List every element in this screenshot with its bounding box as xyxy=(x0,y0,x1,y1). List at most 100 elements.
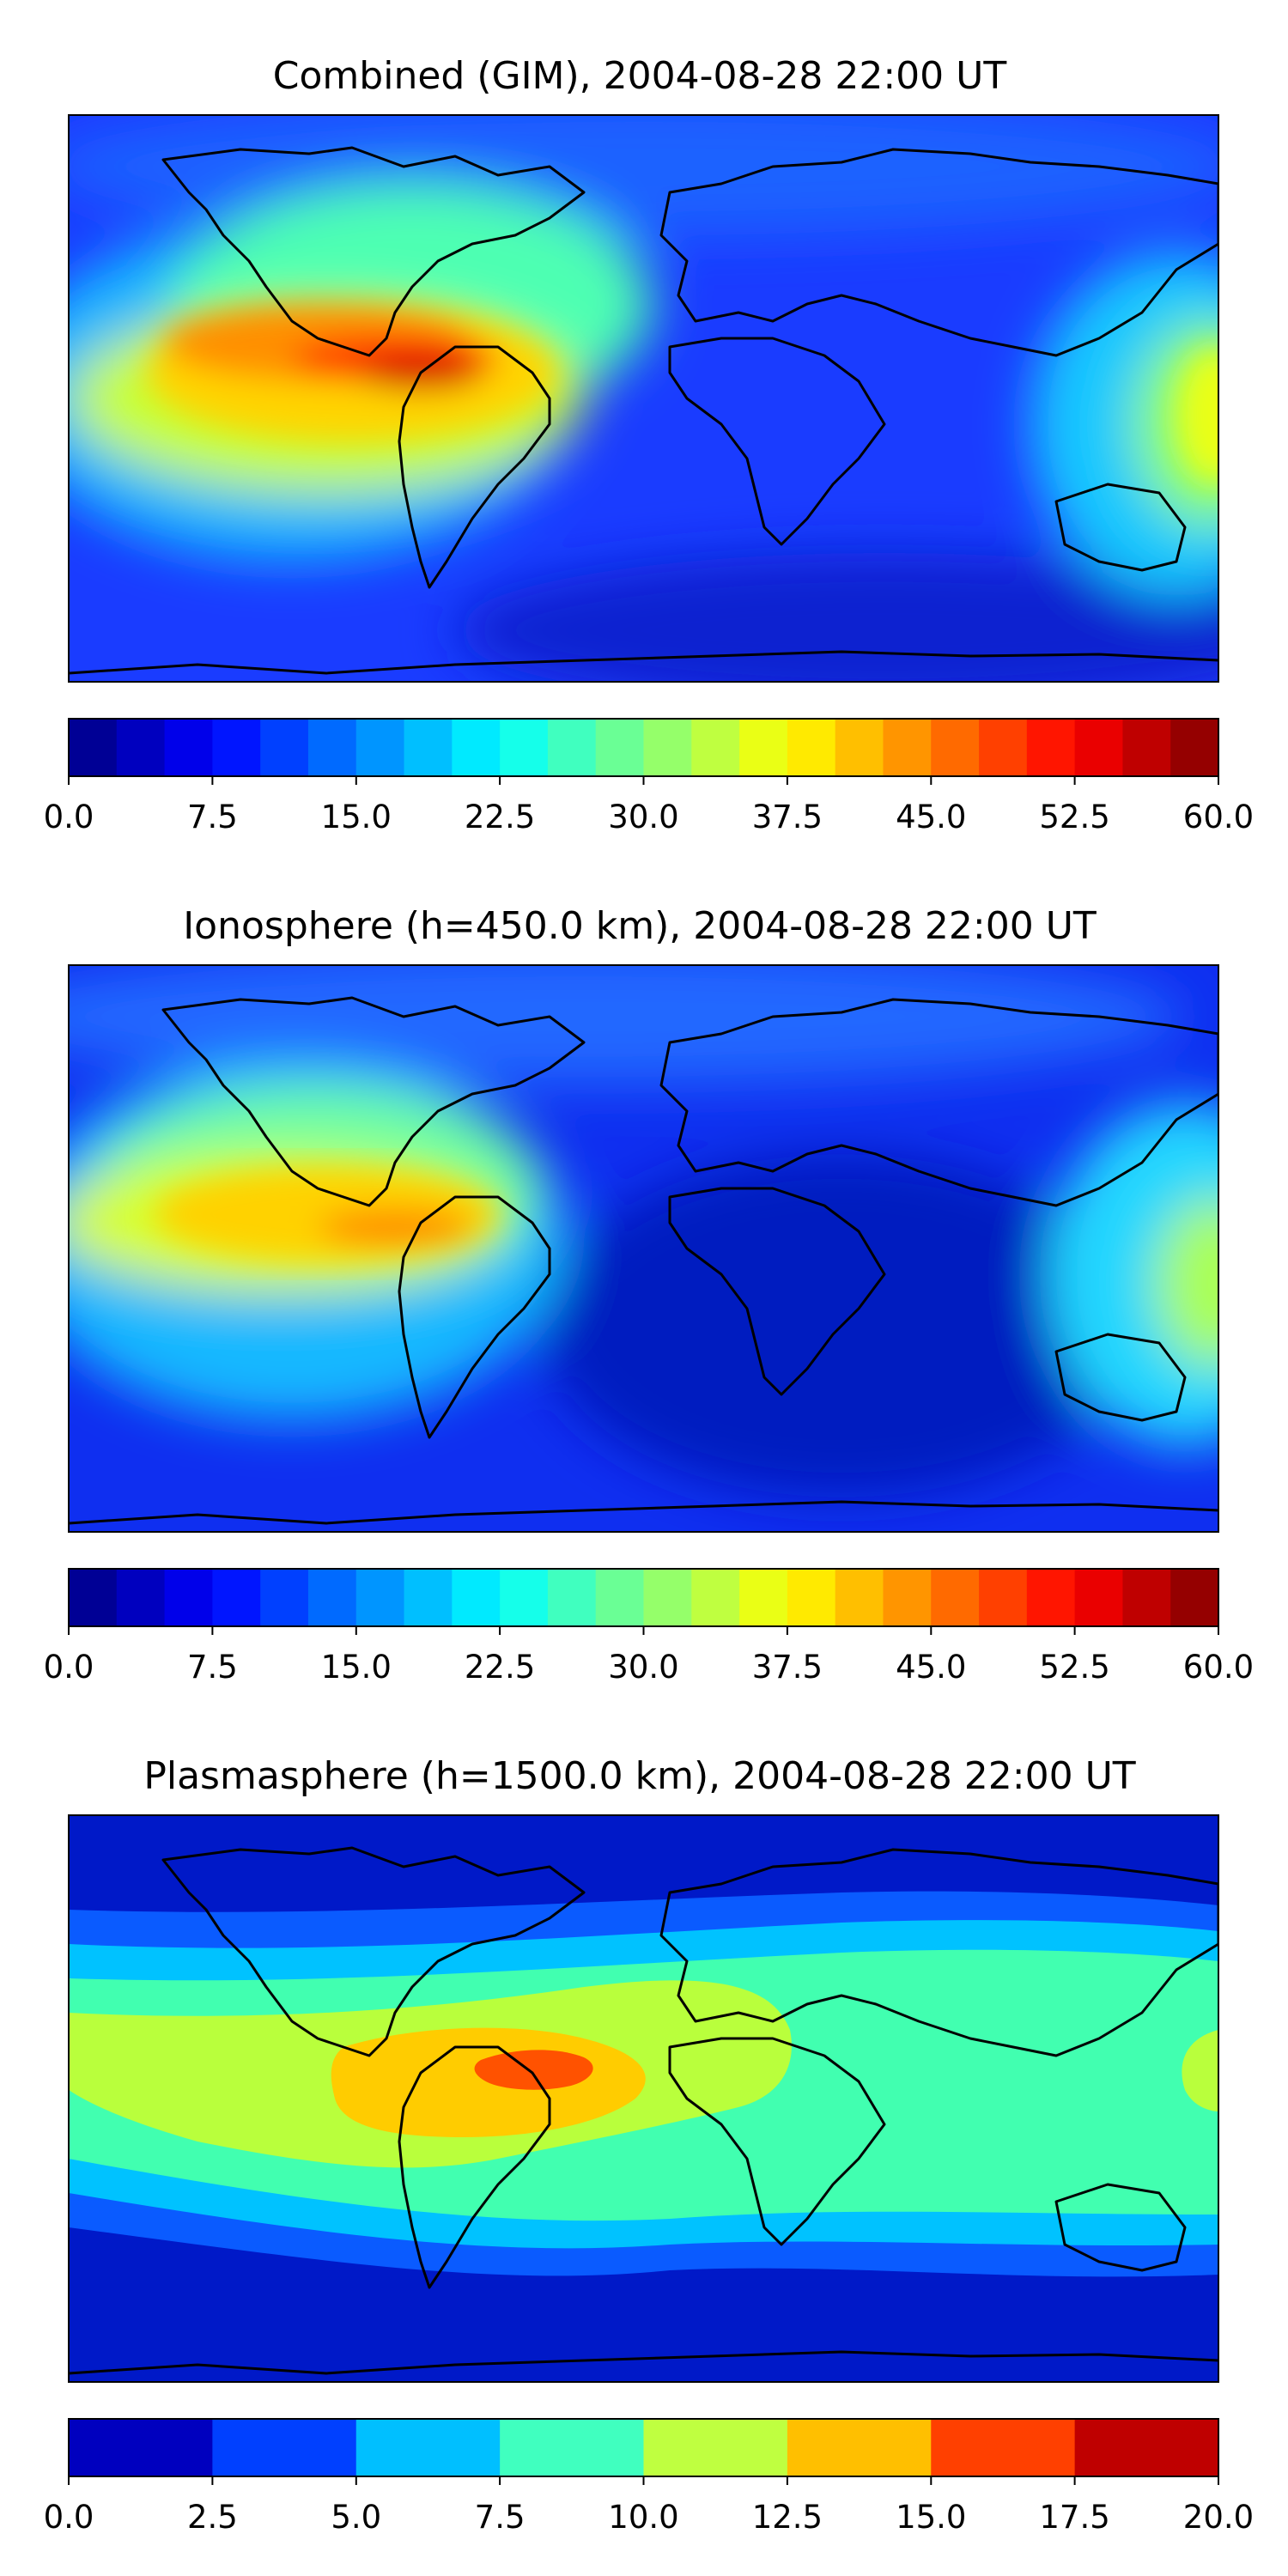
colorbar-segment xyxy=(979,719,1028,776)
colorbar-segment xyxy=(452,1569,501,1626)
tick-label: 37.5 xyxy=(752,799,823,835)
colorbar-segment xyxy=(69,719,118,776)
colorbar-segment xyxy=(1170,1569,1219,1626)
panel-plasmasphere: Plasmasphere (h=1500.0 km), 2004-08-28 2… xyxy=(44,1754,1255,2536)
colorbar-ticks xyxy=(68,2476,1219,2485)
colorbar-tick-labels: 0.0 7.5 15.0 22.5 30.0 37.5 45.0 52.5 60… xyxy=(44,1649,1255,1686)
tick-label: 15.0 xyxy=(321,1649,392,1686)
coastlines xyxy=(69,146,1218,675)
colorbar-ticks xyxy=(68,776,1219,785)
colorbar-segment xyxy=(69,1569,118,1626)
tick-label: 12.5 xyxy=(752,2499,823,2536)
tick-label: 22.5 xyxy=(465,799,535,835)
colorbar-segment xyxy=(452,719,501,776)
colorbar-segment xyxy=(404,719,453,776)
colorbar-segment xyxy=(691,719,740,776)
colorbar-segment xyxy=(739,719,788,776)
tick-label: 7.5 xyxy=(187,1649,238,1686)
colorbar-segment xyxy=(1170,719,1219,776)
colorbar: 0.0 7.5 15.0 22.5 30.0 37.5 45.0 52.5 60… xyxy=(44,718,1255,835)
band-edge-east xyxy=(1182,2030,1218,2111)
tick-label: 52.5 xyxy=(1039,1649,1109,1686)
colorbar-segment xyxy=(883,1569,932,1626)
colorbar-tick-labels: 0.0 7.5 15.0 22.5 30.0 37.5 45.0 52.5 60… xyxy=(44,799,1255,835)
colorbar-segment xyxy=(260,719,309,776)
colorbar-segment xyxy=(1026,1569,1076,1626)
colorbar-segment xyxy=(835,1569,884,1626)
tick-label: 30.0 xyxy=(608,799,678,835)
map-frame xyxy=(68,114,1219,683)
colorbar-segment xyxy=(500,719,549,776)
colorbar-segment xyxy=(931,2419,1076,2476)
colorbar-ticks xyxy=(68,1626,1219,1635)
colorbar-segment xyxy=(69,2419,213,2476)
tick-label: 22.5 xyxy=(465,1649,535,1686)
panel-combined: Combined (GIM), 2004-08-28 22:00 UT xyxy=(44,54,1255,835)
tick-label: 20.0 xyxy=(1183,2499,1254,2536)
colorbar-segment xyxy=(212,2419,357,2476)
colorbar-segment xyxy=(212,719,261,776)
colorbar-segment xyxy=(547,719,597,776)
tick-label: 60.0 xyxy=(1183,1649,1254,1686)
colorbar-segment xyxy=(643,719,692,776)
colorbar-segment xyxy=(595,719,645,776)
panel-title: Ionosphere (h=450.0 km), 2004-08-28 22:0… xyxy=(183,904,1097,948)
map-frame xyxy=(68,964,1219,1533)
map-plot xyxy=(68,114,1219,683)
tick-label: 15.0 xyxy=(896,2499,966,2536)
colorbar-segment xyxy=(1074,1569,1124,1626)
tick-label: 7.5 xyxy=(475,2499,526,2536)
colorbar-segment xyxy=(500,2419,645,2476)
colorbar-segment xyxy=(307,719,357,776)
colorbar-segment xyxy=(691,1569,740,1626)
colorbar-segment xyxy=(787,1569,836,1626)
colorbar-segment xyxy=(1026,719,1076,776)
coastlines xyxy=(69,1846,1218,2375)
tick-label: 30.0 xyxy=(608,1649,678,1686)
tick-label: 60.0 xyxy=(1183,799,1254,835)
colorbar-segment xyxy=(835,719,884,776)
tick-label: 0.0 xyxy=(44,2499,94,2536)
colorbar: 0.0 2.5 5.0 7.5 10.0 12.5 15.0 17.5 20.0 xyxy=(44,2418,1254,2536)
colorbar-segment xyxy=(164,719,213,776)
colorbar-segment xyxy=(739,1569,788,1626)
colorbar-segment xyxy=(931,1569,980,1626)
colorbar-segment xyxy=(643,1569,692,1626)
tick-label: 5.0 xyxy=(331,2499,381,2536)
colorbar-segment xyxy=(164,1569,213,1626)
colorbar-segment xyxy=(595,1569,645,1626)
band-15-17-5 xyxy=(474,2050,593,2090)
colorbar-segment xyxy=(116,719,166,776)
tick-label: 0.0 xyxy=(44,799,94,835)
tick-label: 45.0 xyxy=(896,799,966,835)
tick-label: 52.5 xyxy=(1039,799,1109,835)
tick-label: 2.5 xyxy=(187,2499,238,2536)
tick-label: 10.0 xyxy=(608,2499,678,2536)
colorbar-segment xyxy=(931,719,980,776)
colorbar-segment xyxy=(355,719,405,776)
colorbar-segment xyxy=(1074,2419,1219,2476)
colorbar-segment xyxy=(260,1569,309,1626)
map-plot xyxy=(68,1814,1219,2383)
colorbar-segments xyxy=(69,719,1219,776)
colorbar-segment xyxy=(547,1569,597,1626)
colorbar-segment xyxy=(643,2419,788,2476)
colorbar-segment xyxy=(979,1569,1028,1626)
colorbar-segment xyxy=(787,719,836,776)
plasma-bands xyxy=(69,1891,1218,2277)
tick-label: 0.0 xyxy=(44,1649,94,1686)
colorbar-segment xyxy=(404,1569,453,1626)
tick-label: 7.5 xyxy=(187,799,238,835)
colorbar: 0.0 7.5 15.0 22.5 30.0 37.5 45.0 52.5 60… xyxy=(44,1568,1255,1686)
colorbar-segment xyxy=(1122,719,1171,776)
panel-ionosphere: Ionosphere (h=450.0 km), 2004-08-28 22:0… xyxy=(44,904,1255,1686)
colorbar-segments xyxy=(69,1569,1219,1626)
colorbar-segment xyxy=(307,1569,357,1626)
tick-label: 45.0 xyxy=(896,1649,966,1686)
tick-label: 37.5 xyxy=(752,1649,823,1686)
panel-title: Combined (GIM), 2004-08-28 22:00 UT xyxy=(273,54,1007,98)
colorbar-segment xyxy=(500,1569,549,1626)
colorbar-segment xyxy=(355,1569,405,1626)
colorbar-segment xyxy=(1122,1569,1171,1626)
